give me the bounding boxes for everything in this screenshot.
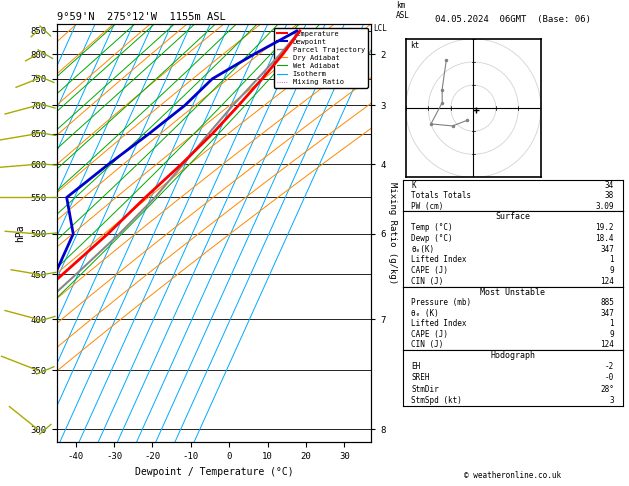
X-axis label: Dewpoint / Temperature (°C): Dewpoint / Temperature (°C) [135, 467, 293, 477]
Text: StmDir: StmDir [411, 384, 439, 394]
Text: θₑ(K): θₑ(K) [411, 244, 435, 254]
Text: 9: 9 [610, 266, 614, 275]
Text: PW (cm): PW (cm) [411, 202, 443, 210]
Text: 38: 38 [604, 191, 614, 200]
Text: 28°: 28° [600, 384, 614, 394]
Text: CAPE (J): CAPE (J) [411, 266, 448, 275]
Text: 124: 124 [600, 277, 614, 286]
Y-axis label: Mixing Ratio (g/kg): Mixing Ratio (g/kg) [387, 182, 397, 284]
Text: 3.09: 3.09 [596, 202, 614, 210]
Text: -2: -2 [604, 362, 614, 371]
Text: LCL: LCL [373, 24, 387, 33]
Text: CAPE (J): CAPE (J) [411, 330, 448, 339]
Text: K: K [411, 181, 416, 190]
Text: Lifted Index: Lifted Index [411, 255, 467, 264]
Text: Dewp (°C): Dewp (°C) [411, 234, 453, 243]
Text: Most Unstable: Most Unstable [480, 288, 545, 296]
Text: 18.4: 18.4 [596, 234, 614, 243]
Text: Surface: Surface [495, 212, 530, 221]
Text: CIN (J): CIN (J) [411, 340, 443, 349]
Text: 34: 34 [604, 181, 614, 190]
Text: Temp (°C): Temp (°C) [411, 223, 453, 232]
Text: 3: 3 [610, 396, 614, 405]
Text: StmSpd (kt): StmSpd (kt) [411, 396, 462, 405]
Text: 347: 347 [600, 309, 614, 317]
Text: Totals Totals: Totals Totals [411, 191, 472, 200]
Text: EH: EH [411, 362, 421, 371]
Text: Hodograph: Hodograph [490, 351, 535, 360]
Text: 1: 1 [610, 255, 614, 264]
Text: θₑ (K): θₑ (K) [411, 309, 439, 317]
Legend: Temperature, Dewpoint, Parcel Trajectory, Dry Adiabat, Wet Adiabat, Isotherm, Mi: Temperature, Dewpoint, Parcel Trajectory… [274, 28, 367, 88]
Text: 1: 1 [610, 319, 614, 328]
Text: © weatheronline.co.uk: © weatheronline.co.uk [464, 471, 561, 480]
Text: CIN (J): CIN (J) [411, 277, 443, 286]
Text: 19.2: 19.2 [596, 223, 614, 232]
Text: 347: 347 [600, 244, 614, 254]
Text: -0: -0 [604, 373, 614, 382]
Text: 04.05.2024  06GMT  (Base: 06): 04.05.2024 06GMT (Base: 06) [435, 15, 591, 24]
Text: 885: 885 [600, 298, 614, 307]
Text: 124: 124 [600, 340, 614, 349]
Y-axis label: hPa: hPa [15, 225, 25, 242]
Text: 9°59'N  275°12'W  1155m ASL: 9°59'N 275°12'W 1155m ASL [57, 12, 225, 22]
Text: 9: 9 [610, 330, 614, 339]
Text: km
ASL: km ASL [396, 0, 410, 20]
Text: SREH: SREH [411, 373, 430, 382]
Text: Pressure (mb): Pressure (mb) [411, 298, 472, 307]
Text: kt: kt [410, 41, 420, 50]
Text: Lifted Index: Lifted Index [411, 319, 467, 328]
